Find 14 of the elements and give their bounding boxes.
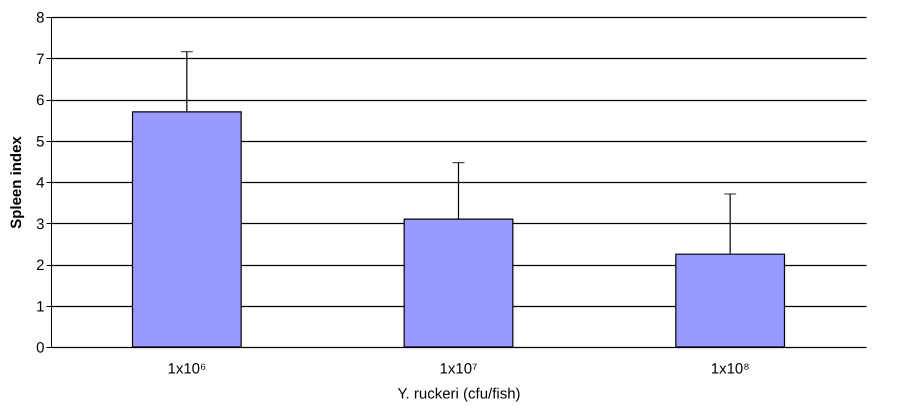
- y-tick-label: 7: [36, 50, 44, 68]
- y-tick-label: 0: [36, 340, 44, 356]
- x-tick-label: 1x10⁶: [167, 360, 206, 378]
- y-axis-title: Spleen index: [8, 136, 26, 229]
- y-tick-label: 4: [36, 174, 44, 192]
- y-tick-label: 8: [36, 10, 44, 26]
- y-tick-label: 3: [36, 216, 44, 233]
- y-tick-label: 1: [36, 298, 44, 316]
- x-axis-title: Y. ruckeri (cfu/fish): [397, 386, 521, 402]
- x-tick-label: 1x10⁸: [710, 360, 750, 378]
- y-tick-label: 5: [36, 133, 44, 150]
- y-tick-label: 6: [36, 92, 44, 109]
- x-tick-label: 1x10⁷: [440, 360, 478, 378]
- y-tick-label: 2: [36, 257, 44, 274]
